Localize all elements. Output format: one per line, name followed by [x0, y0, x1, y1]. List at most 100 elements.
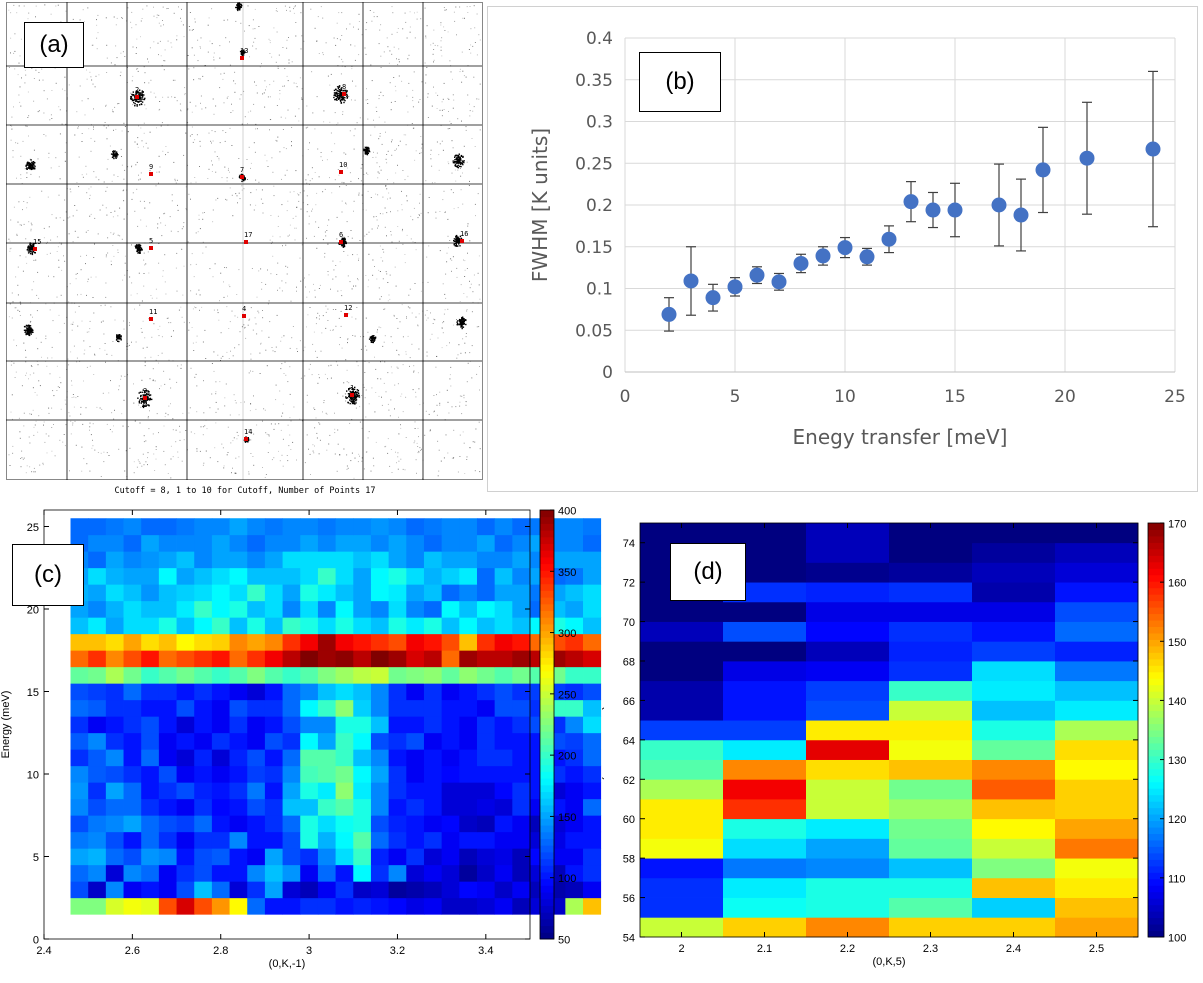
- heatmap-cell: [441, 699, 460, 717]
- heatmap-cell: [194, 716, 213, 734]
- colorbar-tick-label: 150: [1168, 637, 1186, 649]
- heatmap-cell: [158, 815, 177, 833]
- heatmap-cell: [806, 700, 890, 721]
- heatmap-cell: [476, 798, 496, 816]
- heatmap-cell: [583, 782, 602, 800]
- heatmap-cell: [300, 567, 319, 585]
- heatmap-cell: [806, 720, 890, 741]
- heatmap-cell: [406, 765, 425, 783]
- heatmap-cell: [476, 897, 496, 915]
- heatmap-cell: [423, 765, 443, 783]
- reflection-cluster: [239, 49, 246, 57]
- heatmap-cell: [176, 518, 195, 536]
- heatmap-cell: [247, 567, 266, 585]
- heatmap-cell: [229, 848, 248, 866]
- data-point: [1145, 141, 1161, 157]
- heatmap-cell: [640, 818, 724, 839]
- heatmap-cell: [441, 584, 460, 602]
- heatmap-cell: [229, 699, 248, 717]
- y-tick-label: 64: [623, 735, 635, 747]
- reflection-cluster: [235, 2, 243, 12]
- heatmap-cell: [889, 838, 973, 859]
- heatmap-cell: [806, 523, 890, 544]
- x-tick-label: 2.4: [36, 945, 51, 957]
- heatmap-cell: [723, 523, 807, 544]
- heatmap-cell: [335, 765, 354, 783]
- heatmap-cell: [247, 765, 266, 783]
- heatmap-cell: [353, 518, 372, 536]
- heatmap-cell: [141, 600, 160, 618]
- heatmap-cell: [972, 720, 1056, 741]
- peak-label: 14: [244, 428, 252, 436]
- heatmap-cell: [889, 621, 973, 642]
- colorbar-segment: [540, 697, 554, 705]
- heatmap-cell: [388, 633, 407, 651]
- heatmap-cell: [247, 732, 266, 750]
- colorbar-segment: [1148, 658, 1164, 666]
- heatmap-cell: [105, 650, 124, 668]
- colorbar-tick-label: 100: [1168, 933, 1186, 945]
- heatmap-cell: [247, 782, 266, 800]
- heatmap-cell: [300, 534, 319, 552]
- heatmap-cell: [211, 798, 230, 816]
- heatmap-cell: [370, 567, 390, 585]
- y-tick-label: 20: [27, 605, 39, 617]
- heatmap-cell: [565, 518, 584, 536]
- heatmap-cell: [105, 551, 124, 569]
- heatmap-cell: [123, 666, 142, 684]
- y-tick-label: 66: [623, 696, 635, 708]
- colorbar-segment: [540, 623, 554, 632]
- heatmap-cell: [123, 600, 142, 618]
- heatmap-cell: [88, 831, 107, 849]
- heatmap-cell: [264, 897, 283, 915]
- heatmap-cell: [123, 716, 142, 734]
- heatmap-cell: [494, 650, 513, 668]
- heatmap-cell: [476, 732, 496, 750]
- heatmap-cell: [353, 765, 372, 783]
- heatmap-cell: [176, 551, 195, 569]
- colorbar-segment: [1148, 768, 1164, 776]
- heatmap-cell: [194, 666, 213, 684]
- heatmap-cell: [247, 815, 266, 833]
- heatmap-cell: [441, 782, 460, 800]
- heatmap-cell: [317, 518, 336, 536]
- heatmap-cell: [494, 666, 513, 684]
- heatmap-cell: [972, 700, 1056, 721]
- peak-marker: [149, 317, 153, 321]
- data-point: [815, 248, 831, 264]
- heatmap-cell: [194, 699, 213, 717]
- heatmap-cell: [88, 683, 107, 701]
- x-tick-label: 0: [620, 387, 631, 407]
- heatmap-cell: [317, 633, 336, 651]
- heatmap-cell: [565, 567, 584, 585]
- heatmap-cell: [141, 815, 160, 833]
- heatmap-cell: [88, 815, 107, 833]
- colorbar-segment: [1148, 904, 1164, 912]
- heatmap-cell: [335, 567, 354, 585]
- heatmap-cell: [972, 582, 1056, 603]
- heatmap-cell: [406, 584, 425, 602]
- heatmap-cell: [441, 617, 460, 635]
- heatmap-cell: [282, 716, 301, 734]
- colorbar-segment: [1148, 930, 1164, 938]
- heatmap-cell: [476, 716, 496, 734]
- noise-layer: [8, 4, 481, 479]
- heatmap-cell: [141, 633, 160, 651]
- heatmap-cell: [317, 815, 336, 833]
- beam-stop: [219, 218, 267, 266]
- heatmap-cell: [441, 897, 460, 915]
- heatmap-cell: [335, 534, 354, 552]
- colorbar-segment: [540, 871, 554, 880]
- colorbar-segment: [1148, 730, 1164, 737]
- heatmap-cell: [406, 782, 425, 800]
- reflection-cluster: [134, 243, 143, 254]
- heatmap-cell: [1055, 739, 1139, 760]
- colorbar-segment: [540, 657, 554, 665]
- heatmap-cell: [459, 633, 478, 651]
- heatmap-cell: [70, 831, 89, 849]
- heatmap-cell: [70, 765, 89, 783]
- heatmap-cell: [141, 716, 160, 734]
- heatmap-cell: [565, 864, 584, 882]
- heatmap-cell: [423, 831, 443, 849]
- heatmap-cell: [459, 683, 478, 701]
